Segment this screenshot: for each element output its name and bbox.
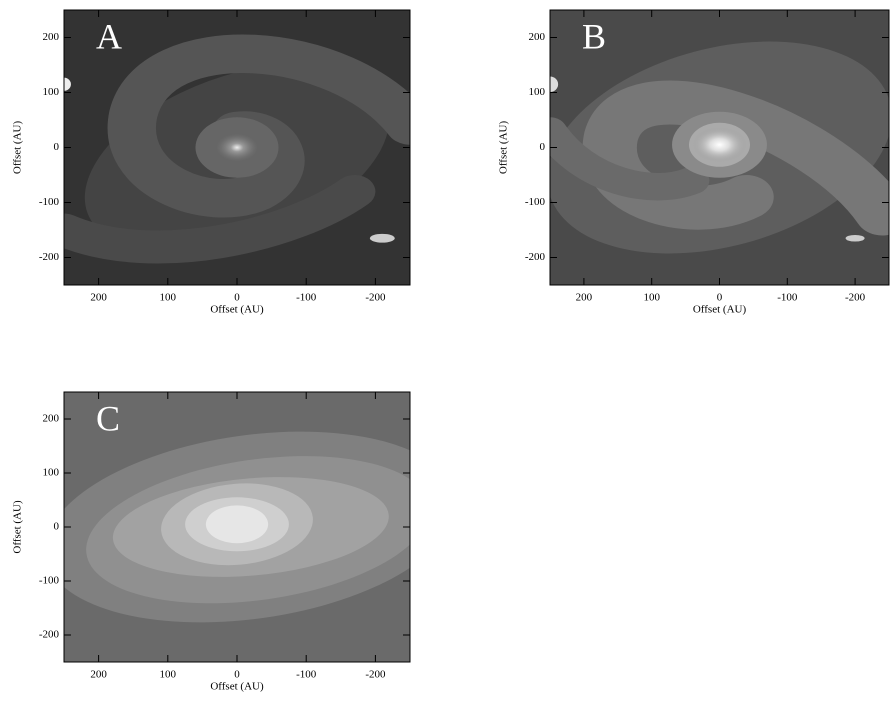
spiral-arm: [107, 34, 410, 218]
x-tick-label: 100: [643, 292, 660, 304]
y-axis-label: Offset (AU): [12, 500, 24, 554]
y-tick-label: -100: [525, 196, 546, 208]
intensity-region: [369, 233, 395, 243]
spiral-arm: [582, 80, 889, 236]
intensity-region: [216, 133, 258, 162]
panel-label: A: [96, 16, 122, 56]
y-axis-label: Offset (AU): [498, 121, 510, 175]
y-axis-label: Offset (AU): [12, 121, 24, 175]
x-tick-label: 200: [90, 292, 107, 304]
spiral-arm: [550, 117, 710, 201]
y-tick-label: 100: [43, 467, 60, 479]
x-tick-label: 0: [234, 669, 240, 681]
y-tick-label: 200: [529, 31, 546, 43]
y-tick-label: -200: [39, 251, 60, 263]
x-tick-label: -100: [296, 292, 317, 304]
y-tick-label: 100: [43, 86, 60, 98]
x-tick-label: 0: [717, 292, 723, 304]
y-tick-label: 100: [529, 86, 546, 98]
y-tick-label: 200: [43, 31, 60, 43]
intensity-region: [64, 77, 71, 91]
panel-label: B: [582, 16, 606, 56]
panel-label: C: [96, 398, 120, 438]
x-tick-label: 100: [160, 669, 177, 681]
y-tick-label: 200: [43, 413, 60, 425]
y-tick-label: 0: [54, 141, 60, 153]
x-tick-label: 200: [90, 669, 107, 681]
x-tick-label: -200: [845, 292, 866, 304]
x-tick-label: -200: [365, 669, 386, 681]
panel-image: [64, 392, 410, 662]
x-tick-label: 0: [234, 292, 240, 304]
spiral-arm: [64, 175, 376, 264]
y-tick-label: 0: [540, 141, 546, 153]
x-axis-label: Offset (AU): [693, 304, 747, 316]
intensity-region: [550, 76, 559, 92]
x-tick-label: -200: [365, 292, 386, 304]
x-tick-label: 100: [160, 292, 177, 304]
intensity-region: [692, 127, 747, 163]
y-tick-label: 0: [54, 521, 60, 533]
intensity-region: [845, 234, 865, 242]
x-axis-label: Offset (AU): [210, 304, 264, 316]
y-tick-label: -100: [39, 196, 60, 208]
y-tick-label: -200: [525, 251, 546, 263]
panel-image: [64, 10, 410, 285]
intensity-region: [205, 505, 269, 544]
x-axis-label: Offset (AU): [210, 681, 264, 693]
x-tick-label: -100: [296, 669, 317, 681]
x-tick-label: 200: [576, 292, 593, 304]
x-tick-label: -100: [777, 292, 798, 304]
y-tick-label: -200: [39, 629, 60, 641]
panel-image: [550, 10, 889, 285]
y-tick-label: -100: [39, 575, 60, 587]
